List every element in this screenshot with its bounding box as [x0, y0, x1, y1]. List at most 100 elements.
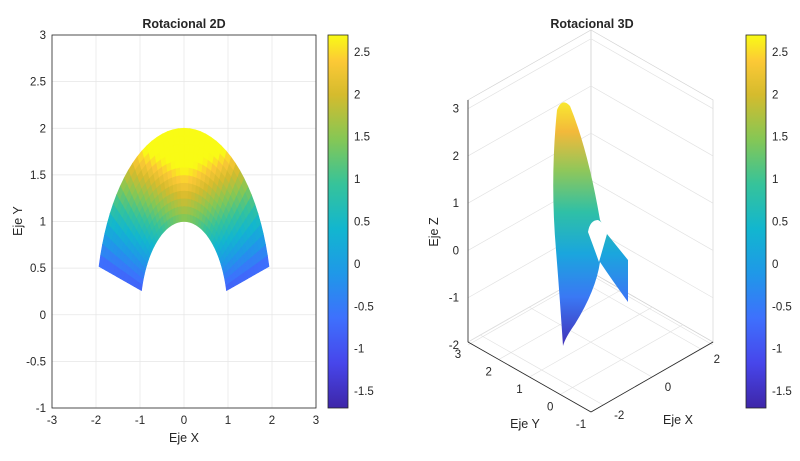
x-axis-line: [590, 341, 714, 413]
region-cell: [183, 213, 188, 223]
region-cell: [180, 190, 185, 199]
back-pane-right: [590, 29, 714, 343]
region-cell: [183, 159, 189, 168]
region-cell: [188, 159, 194, 169]
x-tick-labels: -3 -2 -1 0 1 2 3: [47, 415, 319, 427]
grid-line-z: [467, 38, 714, 110]
region-cell: [187, 167, 193, 177]
region-cell: [183, 174, 189, 184]
region-cell: [183, 182, 189, 191]
y-tick-label: 3: [40, 30, 46, 42]
x-tick-label: 2: [714, 354, 720, 366]
grid-lines-3d: [467, 38, 715, 413]
region-cell: [194, 129, 201, 140]
y-tick-label: 0: [547, 402, 553, 414]
region-cell: [188, 151, 194, 161]
y-tick-label: -0.5: [26, 356, 46, 368]
z-tick-label: 1: [453, 198, 459, 210]
region-cell: [180, 197, 185, 207]
rotational-surface-3d: [553, 102, 628, 347]
region-cell: [188, 136, 195, 146]
region-cell: [183, 190, 188, 199]
colorbar-tick-label: 0: [354, 259, 360, 271]
colorbar-tick-label: 0: [772, 259, 778, 271]
region-cell: [173, 143, 180, 154]
region-cell: [183, 127, 190, 137]
region-cell: [187, 174, 193, 185]
x-axis-label: Eje X: [663, 413, 694, 427]
x-tick-label: 0: [665, 382, 671, 394]
z-axis-label: Eje Z: [427, 217, 441, 247]
colorbar-tick-label: 0.5: [772, 217, 788, 229]
x-tick-label: -2: [91, 415, 101, 427]
colorbar-tick-labels: 2.5 2 1.5 1 0.5 0 -0.5 -1 -1.5: [354, 47, 374, 398]
grid-line-z: [467, 132, 714, 204]
y-axis-label: Eje Y: [11, 206, 25, 236]
colorbar-tick-labels: 2.5 2 1.5 1 0.5 0 -0.5 -1 -1.5: [772, 47, 792, 398]
region-cell: [183, 197, 188, 207]
colorbar-tick-label: -0.5: [772, 301, 792, 313]
region-cell: [187, 182, 193, 192]
x-tick-label: -3: [47, 415, 57, 427]
colorbar-tick-label: 2: [772, 89, 778, 101]
region-cell: [172, 128, 180, 138]
region-cell: [173, 136, 180, 146]
colorbar-tick-label: 1: [354, 174, 360, 186]
x-tick-label: -1: [135, 415, 145, 427]
x-tick-label: 3: [313, 415, 319, 427]
colorbar: [745, 34, 767, 409]
colorbar-tick-label: 2.5: [354, 47, 370, 59]
y-tick-label: 1: [40, 217, 46, 229]
x-tick-label: 1: [225, 415, 231, 427]
colorbar-tick-label: -1: [772, 344, 782, 356]
colorbar-tick-label: 2.5: [772, 47, 788, 59]
grid-line-x: [577, 278, 701, 350]
y-tick-label: 0.5: [30, 263, 46, 275]
z-tick-labels: -2 -1 0 1 2 3: [449, 104, 459, 352]
region-cell: [174, 151, 180, 161]
axis-lines-3d: [467, 100, 714, 413]
y-tick-label: -1: [576, 419, 586, 431]
colorbar-tick-label: 2: [354, 89, 360, 101]
region-cell: [178, 143, 185, 153]
surface-hole: [588, 220, 607, 262]
z-tick-label: 0: [453, 245, 459, 257]
region-cell: [188, 128, 196, 138]
colorbar-tick-label: 1.5: [772, 132, 788, 144]
region-cell: [186, 198, 192, 208]
y-tick-label: -1: [36, 403, 46, 415]
y-tick-label: 2: [40, 123, 46, 135]
x-tick-labels-3d: -2 0 2: [614, 354, 720, 422]
colorbar-tick-label: 1: [772, 174, 778, 186]
colorbar-tick-label: 1.5: [354, 132, 370, 144]
y-axis-label: Eje Y: [510, 417, 540, 431]
x-tick-label: 0: [181, 415, 187, 427]
y-tick-label: 2: [486, 367, 492, 379]
region-cell: [183, 205, 188, 215]
plot-frame: [51, 34, 317, 409]
region-cell: [175, 167, 181, 177]
region-cell: [178, 135, 185, 145]
y-tick-label: 1: [516, 384, 522, 396]
y-tick-label: 3: [455, 349, 461, 361]
colorbar-tick-label: -1.5: [772, 386, 792, 398]
region-cell: [186, 205, 191, 215]
region-cell: [178, 127, 185, 137]
region-cell: [183, 135, 190, 145]
grid-line-x: [528, 306, 653, 378]
chart-title: Rotacional 2D: [142, 17, 225, 31]
y-axis-line: [467, 341, 592, 413]
z-tick-label: -2: [449, 340, 459, 352]
region-cell: [179, 166, 185, 176]
x-axis-label: Eje X: [169, 431, 200, 445]
x-tick-label: 2: [269, 415, 275, 427]
colorbar-tick-label: -1.5: [354, 386, 374, 398]
region-cell: [174, 159, 180, 169]
chart-title: Rotacional 3D: [550, 17, 633, 31]
region-cell: [179, 182, 185, 191]
colorbar: [327, 34, 349, 409]
y-tick-label: 1.5: [30, 170, 46, 182]
region-cell: [188, 143, 195, 154]
y-tick-label: 0: [40, 310, 46, 322]
